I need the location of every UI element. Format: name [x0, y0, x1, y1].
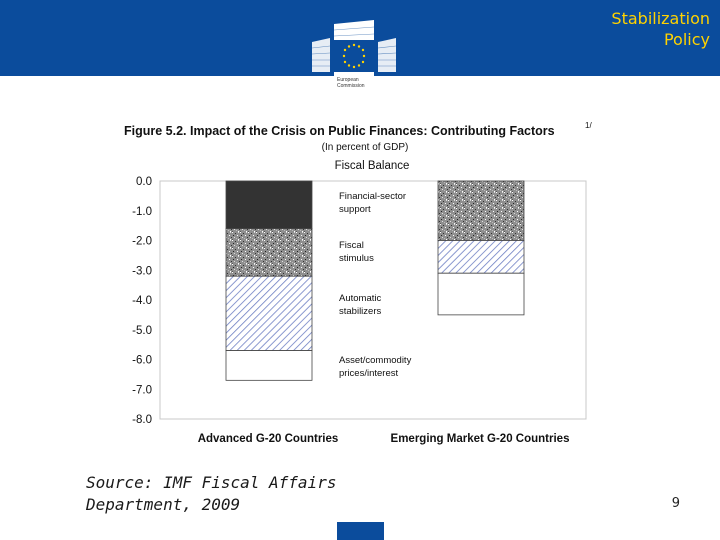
x-tick-label-advanced: Advanced G-20 Countries — [198, 433, 339, 445]
legend-label: Asset/commodity — [339, 355, 412, 366]
legend-label: support — [339, 204, 371, 215]
legend: Financial-sector support Fiscal stimulus Aut… — [339, 191, 412, 379]
chart-title: Figure 5.2. Impact of the Crisis on Publ… — [124, 124, 555, 138]
chart-title-footnote: 1/ — [585, 121, 592, 130]
bar-segment — [225, 275, 313, 351]
bar-segment — [225, 350, 313, 381]
legend-label: stabilizers — [339, 306, 381, 317]
legend-label: Automatic — [339, 293, 381, 304]
footer-flag — [337, 522, 384, 540]
legend-label: stimulus — [339, 253, 374, 264]
source-line2: Department, 2009 — [86, 495, 241, 514]
slide-title-line2: Policy — [663, 30, 710, 49]
x-tick-label-emerging: Emerging Market G-20 Countries — [391, 433, 570, 445]
bars — [225, 180, 525, 381]
y-tick-label: -3.0 — [132, 265, 152, 277]
y-tick-label: 0.0 — [136, 176, 152, 188]
logo-line1: European — [337, 77, 359, 83]
bar-segment — [437, 180, 525, 241]
source-note: Source: IMF Fiscal Affairs Department, 2… — [86, 472, 336, 516]
slide-title-line1: Stabilization — [611, 9, 710, 28]
y-tick-label: -8.0 — [132, 414, 152, 426]
bar-segment — [225, 180, 313, 229]
y-tick-label: -4.0 — [132, 295, 152, 307]
slide-title: Stabilization Policy — [410, 8, 710, 50]
source-line1: Source: IMF Fiscal Affairs — [86, 473, 337, 492]
bar-segment — [225, 228, 313, 277]
y-tick-label: -7.0 — [132, 384, 152, 396]
logo-caption: European Commission — [337, 77, 365, 89]
bar-segment — [437, 240, 525, 274]
chart-subtitle: (In percent of GDP) — [322, 142, 409, 153]
plot-area — [159, 180, 587, 420]
bar-segment — [437, 272, 525, 316]
legend-label: Fiscal — [339, 240, 364, 251]
y-tick-label: -2.0 — [132, 236, 152, 248]
panel-title: Fiscal Balance — [335, 160, 410, 172]
legend-label: Financial-sector — [339, 191, 406, 202]
european-commission-logo — [311, 20, 397, 96]
y-axis-ticks: 0.0 -1.0 -2.0 -3.0 -4.0 -5.0 -6.0 -7.0 -8.0 — [132, 176, 152, 426]
y-tick-label: -6.0 — [132, 355, 152, 367]
y-tick-label: -5.0 — [132, 325, 152, 337]
page-number: 9 — [671, 496, 680, 511]
legend-label: prices/interest — [339, 368, 398, 379]
y-tick-label: -1.0 — [132, 206, 152, 218]
logo-line2: Commission — [337, 83, 365, 89]
